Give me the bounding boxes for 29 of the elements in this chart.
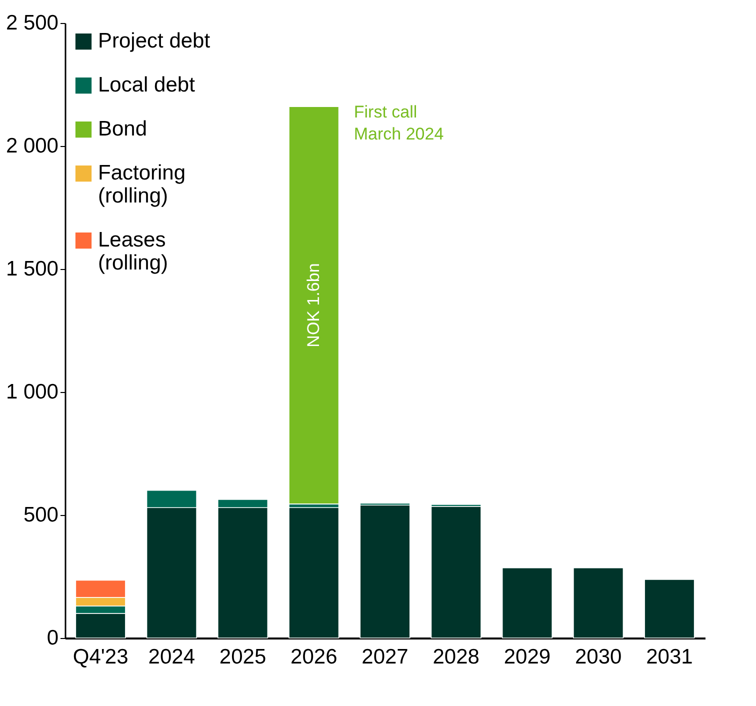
bar	[360, 504, 410, 638]
x-tick-label: 2025	[219, 646, 266, 668]
x-tick-label: 2027	[362, 646, 408, 668]
x-tick-label: Q4'23	[72, 646, 128, 668]
legend-label: Factoring (rolling)	[98, 162, 186, 208]
x-tick-label: 2024	[148, 646, 196, 668]
y-tick-label: 1 000	[6, 380, 58, 404]
y-tick-label: 0	[46, 626, 58, 650]
y-tick-label: 1 500	[6, 258, 58, 280]
legend-label: Leases (rolling)	[98, 228, 168, 274]
legend-label: Project debt	[98, 30, 210, 52]
bar	[288, 106, 340, 504]
bar	[430, 506, 482, 638]
y-tick-label: 2 500	[6, 12, 58, 34]
x-tick-label: 2028	[432, 646, 480, 668]
bar	[288, 507, 340, 638]
y-tick-label: 500	[23, 504, 58, 526]
bar	[502, 567, 553, 638]
y-tick-label: 2 000	[6, 134, 58, 158]
annotation: NOK 1.6bn	[304, 263, 323, 348]
x-tick-label: 2030	[574, 646, 622, 668]
legend-label: Local debt	[98, 74, 196, 96]
x-tick-label: 2026	[290, 646, 338, 668]
bar	[573, 567, 624, 638]
x-tick-label: 2029	[504, 646, 551, 668]
legend-label: Bond	[98, 118, 148, 140]
bar	[644, 579, 695, 638]
annotation: First call March 2024	[354, 102, 444, 144]
x-tick-label: 2031	[646, 646, 693, 668]
